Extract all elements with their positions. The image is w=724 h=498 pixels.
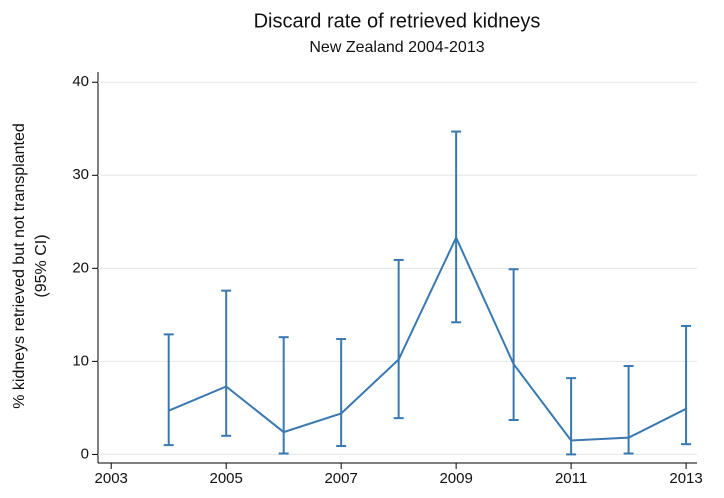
y-tick-label: 10 xyxy=(72,352,89,369)
x-tick-label: 2007 xyxy=(324,470,357,487)
chart-subtitle: New Zealand 2004-2013 xyxy=(309,39,484,56)
y-axis-label: (95% CI) xyxy=(33,234,50,297)
y-tick-label: 0 xyxy=(81,445,89,462)
x-tick-label: 2005 xyxy=(210,470,243,487)
x-tick-label: 2003 xyxy=(95,470,128,487)
y-tick-label: 20 xyxy=(72,259,89,276)
chart-title: Discard rate of retrieved kidneys xyxy=(254,10,541,32)
y-tick-label: 30 xyxy=(72,166,89,183)
x-tick-label: 2011 xyxy=(555,470,587,487)
x-tick-label: 2013 xyxy=(669,470,702,487)
y-tick-label: 40 xyxy=(72,73,89,90)
x-tick-label: 2009 xyxy=(439,470,472,487)
line xyxy=(168,235,687,442)
y-axis-label: % kidneys retrieved but not transplanted xyxy=(11,123,28,409)
